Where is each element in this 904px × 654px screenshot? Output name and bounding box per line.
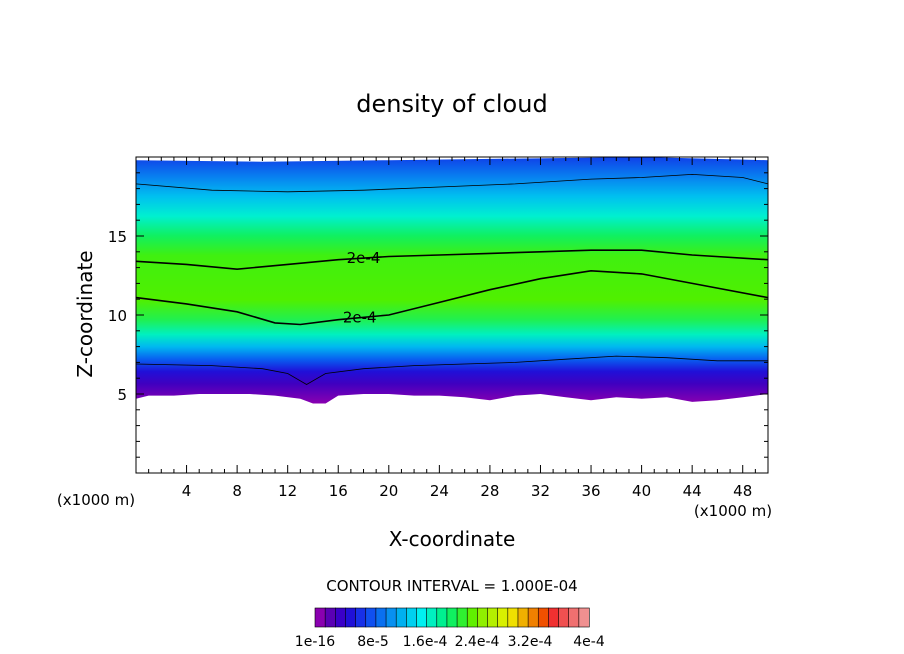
color-bar-swatch: [395, 607, 407, 628]
color-bar-swatch: [365, 607, 377, 628]
color-bar-swatch: [456, 607, 468, 628]
color-bar-swatch: [558, 607, 570, 628]
color-bar-swatch: [527, 607, 539, 628]
color-bar-labels: 1e-16 8e-5 1.6e-4 2.4e-4 3.2e-4 4e-4: [295, 634, 605, 650]
color-bar-swatch: [568, 607, 580, 628]
contour-line: [135, 269, 769, 326]
chart-title: density of cloud: [356, 90, 547, 118]
x-tick-label: 4: [182, 482, 192, 500]
contour-lines: [135, 173, 769, 385]
y-axis-label: Z-coordinate: [73, 250, 97, 377]
color-bar-swatch: [334, 607, 347, 628]
color-bar-swatch: [466, 607, 478, 628]
color-bar: [314, 607, 590, 628]
x-axis-ticks: 4 8 12 16 20 24 28 32 36 40 44 48: [148, 157, 756, 500]
y-tick-label: 10: [108, 307, 127, 325]
color-bar-swatch: [385, 607, 397, 628]
x-unit-left: (x1000 m): [57, 491, 135, 509]
color-bar-swatch: [375, 607, 387, 628]
color-bar-tick-label: 1.6e-4: [403, 634, 448, 650]
x-tick-label: 48: [733, 482, 752, 500]
color-bar-swatch: [517, 607, 529, 628]
color-bar-tick-label: 3.2e-4: [508, 634, 553, 650]
contour-line: [135, 249, 769, 271]
color-bar-swatch: [436, 607, 448, 628]
x-tick-label: 28: [480, 482, 499, 500]
x-tick-label: 40: [632, 482, 651, 500]
color-bar-swatch: [497, 607, 509, 628]
contour-label-lower: 2e-4: [343, 309, 377, 327]
color-bar-swatch: [355, 607, 367, 628]
color-bar-swatch: [548, 607, 560, 628]
x-tick-label: 36: [581, 482, 600, 500]
contour-interval-text: CONTOUR INTERVAL = 1.000E-04: [326, 577, 577, 595]
color-bar-swatch: [487, 607, 499, 628]
color-bar-tick-label: 4e-4: [573, 634, 605, 650]
x-tick-label: 8: [232, 482, 242, 500]
contour-line: [135, 173, 769, 193]
x-tick-label: 24: [430, 482, 449, 500]
color-bar-swatch: [537, 607, 550, 628]
contour-label-upper: 2e-4: [347, 249, 381, 267]
color-bar-tick-label: 8e-5: [357, 634, 388, 650]
cloud-density-field: [136, 157, 768, 404]
x-tick-label: 44: [683, 482, 702, 500]
y-tick-label: 15: [108, 228, 127, 246]
x-axis-label: X-coordinate: [389, 527, 516, 551]
color-bar-swatch: [446, 607, 458, 628]
x-unit-right: (x1000 m): [694, 502, 772, 520]
y-axis-ticks: 5 10 15: [108, 172, 768, 458]
color-bar-tick-label: 1e-16: [295, 634, 335, 650]
x-tick-label: 20: [379, 482, 398, 500]
color-bar-swatch: [406, 607, 418, 628]
x-tick-label: 12: [278, 482, 297, 500]
color-bar-swatch: [578, 607, 590, 628]
color-bar-swatch: [345, 607, 357, 628]
color-bar-swatch: [426, 607, 438, 628]
y-tick-label: 5: [117, 386, 127, 404]
color-bar-swatch: [477, 607, 489, 628]
color-bar-swatch: [324, 607, 336, 628]
color-bar-swatch: [416, 607, 428, 628]
color-bar-swatch: [314, 607, 326, 628]
color-bar-tick-label: 2.4e-4: [455, 634, 500, 650]
x-tick-label: 16: [329, 482, 348, 500]
x-tick-label: 32: [531, 482, 550, 500]
color-bar-swatch: [507, 607, 519, 628]
contour-line: [135, 355, 768, 385]
